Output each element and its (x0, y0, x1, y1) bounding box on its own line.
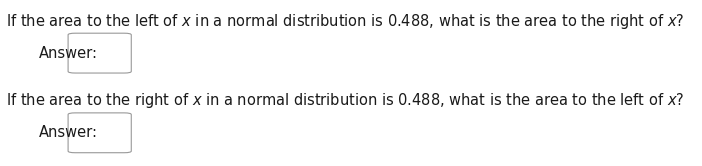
Text: If the area to the right of $x$ in a normal distribution is 0.488, what is the a: If the area to the right of $x$ in a nor… (6, 91, 684, 110)
FancyBboxPatch shape (68, 33, 131, 73)
Text: Answer:: Answer: (39, 46, 98, 61)
FancyBboxPatch shape (68, 113, 131, 153)
Text: If the area to the left of $x$ in a normal distribution is 0.488, what is the ar: If the area to the left of $x$ in a norm… (6, 12, 684, 31)
Text: Answer:: Answer: (39, 125, 98, 140)
